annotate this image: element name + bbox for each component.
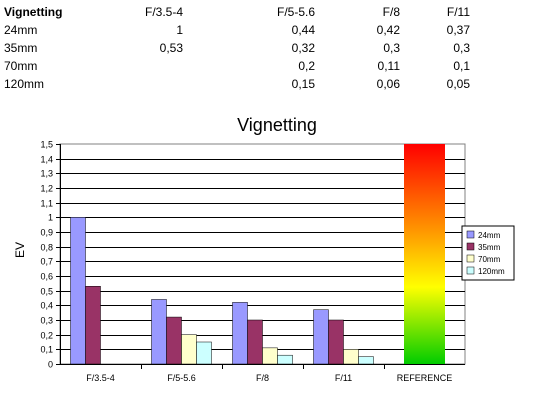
table-cell: 0,42 [376,23,400,37]
chart-title: Vignetting [237,115,317,135]
y-tick-label: 0,6 [40,272,53,282]
table-cell: 0,15 [291,77,315,91]
table-cell: 0,11 [377,59,400,73]
y-tick-label: 1,1 [40,199,53,209]
legend-swatch [466,230,475,239]
bar-35mm [247,319,263,365]
table-row-label: 70mm [4,59,38,73]
x-tick-label: F/5-5.6 [167,373,196,383]
reference-bar [404,144,445,364]
x-tick-label: F/11 [335,373,352,383]
y-tick-label: 0,2 [40,331,53,341]
table-cell: 0,53 [159,41,183,55]
table-cell: 0,37 [446,23,470,37]
bar-70mm [343,349,359,365]
table-row-label: 120mm [4,77,45,91]
bar-35mm [166,316,182,365]
table-row-label: 24mm [4,23,38,37]
legend-swatch [466,266,475,275]
legend: 24mm 35mm 70mm 120mm [461,225,515,281]
y-tick-label: 0,5 [40,287,53,297]
table-header-cell: F/3.5-4 [144,5,183,19]
y-tick-label: 1 [48,213,53,223]
table-header-cell: F/8 [382,5,400,19]
y-tick-label: 1,5 [40,140,53,150]
bar-24mm [70,217,86,365]
y-tick-label: 1,2 [40,184,53,194]
table-cell: 0,32 [291,41,315,55]
table-cell: 0,3 [453,41,470,55]
y-tick-label: 0,1 [40,345,53,355]
bar-24mm [313,309,329,365]
bar-24mm [151,299,167,365]
table-cell: 0,3 [383,41,400,55]
table-cell: 0,2 [298,59,315,73]
table-cell: 0,06 [376,77,400,91]
y-tick-label: 0,9 [40,228,53,238]
legend-label: 120mm [478,267,505,276]
legend-swatch [466,242,475,251]
table-cell: 0,1 [453,59,470,73]
x-tick-label: REFERENCE [397,373,453,383]
y-tick-label: 0,8 [40,243,53,253]
table-cell: 1 [176,23,183,37]
legend-label: 35mm [478,243,501,252]
y-tick-label: 1,4 [40,155,53,165]
bar-70mm [181,334,197,365]
y-tick-label: 0,7 [40,257,53,267]
data-table: Vignetting F/3.5-4 F/5-5.6 F/8 F/11 24mm 1 0,44… [0,0,540,92]
bar-70mm [262,347,278,365]
y-tick-label: 0 [48,360,53,370]
table-header-cell: Vignetting [4,5,63,19]
legend-swatch [466,254,475,263]
table-header-cell: F/5-5.6 [276,5,315,19]
x-tick-label: F/3.5-4 [86,373,115,383]
table-row-label: 35mm [4,41,38,55]
bar-35mm [85,286,101,365]
y-axis-title: EV [13,242,27,258]
legend-label: 24mm [478,231,501,240]
bar-120mm [358,356,374,365]
y-tick-label: 1,3 [40,169,53,179]
table-cell: 0,44 [291,23,315,37]
x-tick-label: F/8 [256,373,269,383]
bar-120mm [277,354,293,365]
table-cell: 0,05 [446,77,470,91]
y-tick-label: 0,4 [40,301,53,311]
table-header-cell: F/11 [446,5,470,19]
bar-35mm [328,319,344,365]
bar-24mm [232,302,248,365]
y-tick-label: 0,3 [40,316,53,326]
legend-label: 70mm [478,255,501,264]
bar-120mm [196,341,212,365]
